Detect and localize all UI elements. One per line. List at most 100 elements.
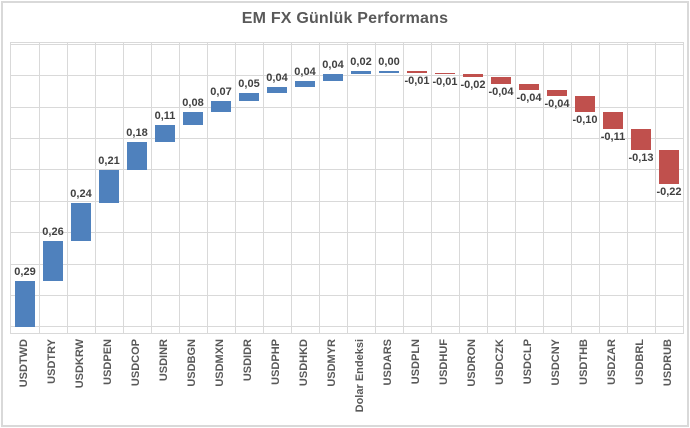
x-axis-label: USDCOP [130,339,142,387]
gridline-vertical [458,43,460,333]
x-axis-label: USDPHP [270,339,282,385]
bar-value-label: -0,04 [516,92,542,105]
x-axis-label: USDCZK [494,339,506,385]
bar-value-label: 0,08 [182,96,204,109]
bar [183,111,203,125]
x-axis-label: USDMYR [326,339,338,387]
bar [295,80,315,87]
gridline-vertical [206,43,208,333]
bar-value-label: -0,01 [432,76,458,89]
gridline-vertical [234,43,236,333]
bar [379,71,399,73]
bar [463,74,483,78]
bar [15,281,35,327]
x-axis-label: USDTRY [46,339,58,384]
bar-value-label: -0,04 [488,85,514,98]
gridline-vertical [374,43,376,333]
bar-value-label: 0,00 [378,56,400,69]
bar [547,90,567,97]
x-axis-label: USDHUF [438,339,450,385]
gridline-vertical [150,43,152,333]
bar-value-label: 0,11 [154,109,176,122]
bar [71,202,91,241]
bar-value-label: -0,02 [460,79,486,92]
bar [407,71,427,73]
bar [435,72,455,75]
bar [575,96,595,112]
x-axis-label: USDINR [158,339,170,382]
bar-value-label: 0,24 [70,187,92,200]
gridline-vertical [570,43,572,333]
x-axis-label: USDCLP [522,339,534,385]
x-axis-label: USDTWD [18,339,30,388]
gridline-vertical [430,43,432,333]
gridline-vertical [38,43,40,333]
bar-value-label: -0,10 [572,113,598,126]
bar [351,71,371,75]
gridline-vertical [654,43,656,333]
x-axis-label: USDARS [382,339,394,386]
bar [323,74,343,81]
bar [211,101,231,112]
x-axis-label: USDBRL [634,339,646,385]
bar-value-label: 0,04 [322,59,344,72]
bar [519,83,539,91]
bar-value-label: -0,04 [544,98,570,111]
bar-value-label: -0,11 [600,131,626,144]
bar-value-label: 0,04 [266,71,288,84]
bar-value-label: 0,29 [14,266,36,279]
gridline-vertical [94,43,96,333]
gridline-vertical [290,43,292,333]
bar-value-label: 0,07 [210,86,232,98]
gridline-vertical [178,43,180,333]
bar [155,124,175,142]
bar [659,149,679,185]
bar [631,129,651,150]
gridline-vertical [542,43,544,333]
x-axis-label: Dolar Endeksi [354,339,366,413]
x-axis-label: USDRUB [662,339,674,387]
bar-value-label: 0,02 [350,56,372,69]
bar [267,86,287,94]
x-axis-label: USDIDR [242,339,254,382]
plot-area: 0,29 0,26 0,24 0,21 0,18 0,11 0,08 0,07 0,05 0,04… [10,42,684,334]
gridline-vertical [262,43,264,333]
x-axis-label: USDTHB [578,339,590,385]
x-axis-label: USDPLN [410,339,422,385]
x-axis-label: USDKRW [74,339,86,389]
bar [491,77,511,84]
gridline-vertical [514,43,516,333]
bar [127,141,147,170]
gridline-vertical [402,43,404,333]
chart-title: EM FX Günlük Performans [241,10,449,27]
gridline-vertical [486,43,488,333]
x-axis-label: USDHKD [298,339,310,387]
bar-value-label: 0,26 [42,225,64,238]
bar-value-label: -0,22 [656,186,682,199]
bar [43,240,63,282]
bar-value-label: 0,21 [98,154,120,167]
bar [603,111,623,130]
gridline-vertical [66,43,68,333]
x-axis-label: USDCNY [550,339,562,386]
bar [239,93,259,101]
bar-value-label: 0,04 [294,65,316,78]
gridline-vertical [318,43,320,333]
bar-value-label: -0,01 [404,74,430,87]
x-axis-label: USDMXN [214,339,226,387]
x-axis-label: USDRON [466,339,478,387]
x-axis-labels: USDTWD USDTRY USDKRW USDPEN USDCOP USDINR USDB… [10,339,682,428]
x-axis-label: USDZAR [606,339,618,385]
bar [99,169,119,203]
bar-value-label: 0,18 [126,126,148,139]
bar-value-label: -0,13 [628,151,654,164]
bar-value-label: 0,05 [238,78,260,91]
gridline-vertical [122,43,124,333]
x-axis-label: USDPEN [102,339,114,385]
x-axis-label: USDBGN [186,339,198,387]
gridline-vertical [626,43,628,333]
gridline-vertical [346,43,348,333]
gridline-vertical [598,43,600,333]
